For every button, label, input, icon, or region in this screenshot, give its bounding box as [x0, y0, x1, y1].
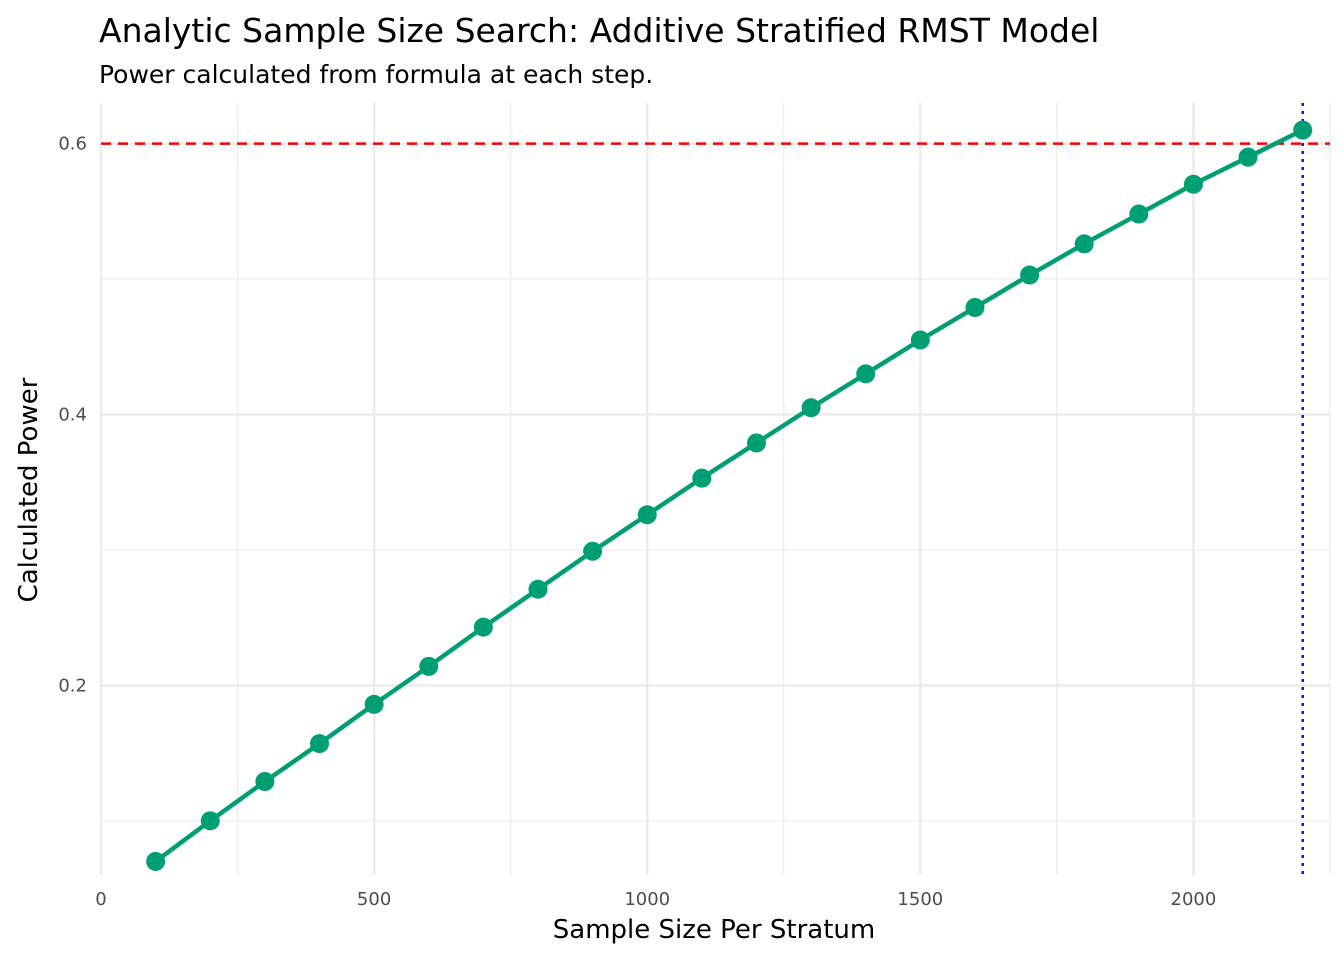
y-tick-label: 0.6 — [58, 134, 87, 155]
data-point — [1074, 234, 1094, 254]
data-point — [1020, 265, 1040, 285]
data-point — [692, 468, 712, 488]
data-point — [910, 330, 930, 350]
data-point — [146, 851, 166, 871]
data-point — [746, 433, 766, 453]
data-point — [1183, 174, 1203, 194]
y-tick-label: 0.2 — [58, 675, 87, 696]
series-layer — [146, 120, 1313, 871]
reference-lines — [101, 103, 1330, 875]
data-point — [965, 298, 985, 318]
chart-title: Analytic Sample Size Search: Additive St… — [99, 11, 1099, 50]
data-point — [473, 617, 493, 637]
data-point — [856, 364, 876, 384]
data-point — [583, 541, 603, 561]
data-point — [309, 734, 329, 754]
data-point — [637, 505, 657, 525]
chart-subtitle: Power calculated from formula at each st… — [99, 60, 653, 89]
data-point — [801, 398, 821, 418]
series-line — [153, 127, 1305, 864]
x-tick-label: 1000 — [624, 889, 670, 910]
data-point — [364, 694, 384, 714]
data-point — [1293, 120, 1313, 140]
x-axis-ticks: 0 500 1000 1500 2000 — [95, 889, 1216, 910]
data-point — [528, 579, 548, 599]
x-tick-label: 500 — [357, 889, 391, 910]
x-axis-title: Sample Size Per Stratum — [553, 915, 875, 945]
x-tick-label: 0 — [95, 889, 106, 910]
y-axis-ticks: 0.2 0.4 0.6 — [58, 134, 87, 697]
data-point — [1129, 204, 1149, 224]
x-tick-label: 2000 — [1171, 889, 1217, 910]
y-tick-label: 0.4 — [58, 405, 87, 426]
minor-gridlines — [101, 103, 1331, 875]
data-point — [200, 811, 220, 831]
data-point — [255, 772, 275, 792]
x-tick-label: 1500 — [897, 889, 943, 910]
major-gridlines — [99, 103, 1330, 875]
data-point — [419, 656, 439, 676]
y-axis-title: Calculated Power — [14, 377, 44, 602]
data-point — [1238, 147, 1258, 167]
